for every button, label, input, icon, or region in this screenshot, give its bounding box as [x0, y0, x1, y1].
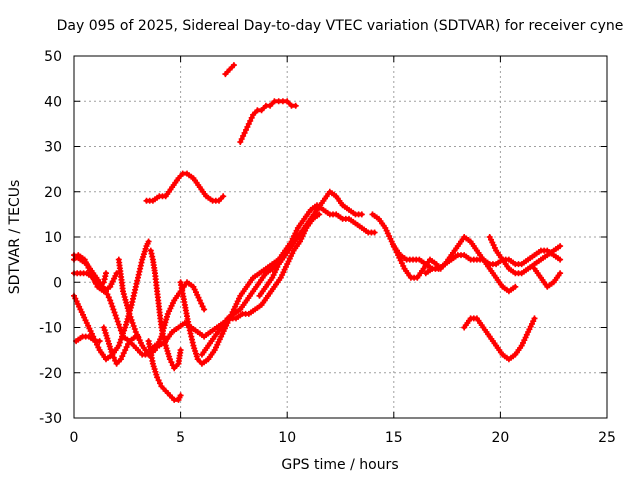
data-point-marker: [96, 338, 103, 345]
series-arc-9: [147, 247, 184, 372]
data-point-marker: [358, 211, 365, 218]
data-point-marker: [128, 317, 135, 323]
x-tick-label: 20: [491, 430, 509, 446]
x-tick-label: 15: [385, 430, 403, 446]
data-point-marker: [103, 270, 109, 277]
data-point-marker: [109, 351, 116, 358]
y-tick-label: 20: [44, 185, 62, 201]
data-point-marker: [371, 229, 378, 236]
data-point-marker: [288, 243, 295, 250]
data-point-marker: [105, 294, 112, 301]
series-arc-16: [237, 98, 299, 145]
data-point-marker: [110, 306, 117, 313]
data-point-marker: [220, 193, 227, 200]
y-tick-label: 10: [44, 230, 62, 246]
y-tick-label: 30: [44, 140, 62, 156]
axis-ticks: 0 5 10 15 20 25 -30 -20 -10 0 10 20 30 40 50: [39, 49, 616, 446]
data-point-marker: [115, 321, 122, 328]
series-arc-8: [145, 338, 184, 403]
data-point-marker: [108, 300, 115, 307]
data-point-marker: [120, 330, 126, 337]
x-tick-label: 5: [176, 430, 185, 446]
data-point-marker: [91, 277, 98, 284]
series-arc-20: [461, 315, 538, 363]
series-arc-14: [256, 243, 295, 299]
series-arc-15: [222, 62, 237, 78]
x-tick-label: 25: [598, 430, 616, 446]
series-arc-5: [73, 333, 103, 345]
data-point-marker: [238, 136, 245, 142]
data-point-marker: [177, 392, 184, 399]
data-point-marker: [117, 336, 124, 343]
data-point-marker: [152, 368, 159, 375]
data-point-marker: [557, 270, 564, 277]
data-point-marker: [129, 320, 136, 326]
data-point-marker: [119, 333, 125, 340]
data-point-marker: [116, 324, 123, 331]
data-point-marker: [145, 238, 152, 245]
series-arc-21: [486, 234, 564, 277]
data-point-marker: [121, 327, 128, 334]
data-point-marker: [531, 315, 538, 322]
data-point-marker: [109, 303, 116, 310]
y-tick-label: 40: [44, 94, 62, 110]
y-tick-label: 0: [53, 275, 62, 291]
series-arc-10: [143, 170, 227, 204]
data-point-marker: [512, 283, 519, 290]
series-arc-19: [422, 234, 519, 295]
data-point-marker: [107, 297, 114, 304]
data-point-marker: [112, 312, 119, 319]
series-arc-3: [71, 270, 120, 295]
x-axis-label: GPS time / hours: [281, 457, 398, 473]
y-tick-label: -30: [39, 411, 62, 427]
data-point-marker: [127, 313, 134, 320]
data-point-marker: [177, 347, 184, 354]
data-point-marker: [119, 353, 126, 360]
data-point-marker: [316, 211, 323, 218]
chart-title: Day 095 of 2025, Sidereal Day-to-day VTE…: [57, 18, 624, 34]
data-point-marker: [114, 318, 121, 325]
data-point-marker: [292, 102, 299, 109]
series-arc-22: [531, 265, 564, 290]
series-arc-11: [156, 211, 323, 349]
data-point-marker: [116, 339, 123, 346]
data-point-marker: [130, 323, 137, 329]
data-point-marker: [126, 310, 133, 317]
data-point-marker: [247, 117, 254, 124]
data-point-marker: [557, 243, 564, 250]
data-point-marker: [557, 256, 564, 263]
y-axis-label: SDTVAR / TECUs: [7, 180, 23, 295]
y-tick-label: -10: [39, 321, 62, 337]
y-tick-label: 50: [44, 49, 62, 65]
data-point-marker: [115, 342, 122, 349]
y-tick-label: -20: [39, 366, 62, 382]
series-arc-17: [369, 211, 448, 281]
x-tick-label: 10: [278, 430, 296, 446]
series-arc-4: [71, 238, 152, 363]
data-point-marker: [131, 326, 138, 332]
data-point-marker: [111, 309, 118, 316]
series-group: [71, 62, 564, 403]
x-tick-label: 0: [70, 430, 79, 446]
data-point-marker: [230, 62, 237, 69]
gridlines: [74, 56, 607, 418]
data-point-marker: [201, 306, 208, 313]
data-point-marker: [113, 315, 120, 322]
